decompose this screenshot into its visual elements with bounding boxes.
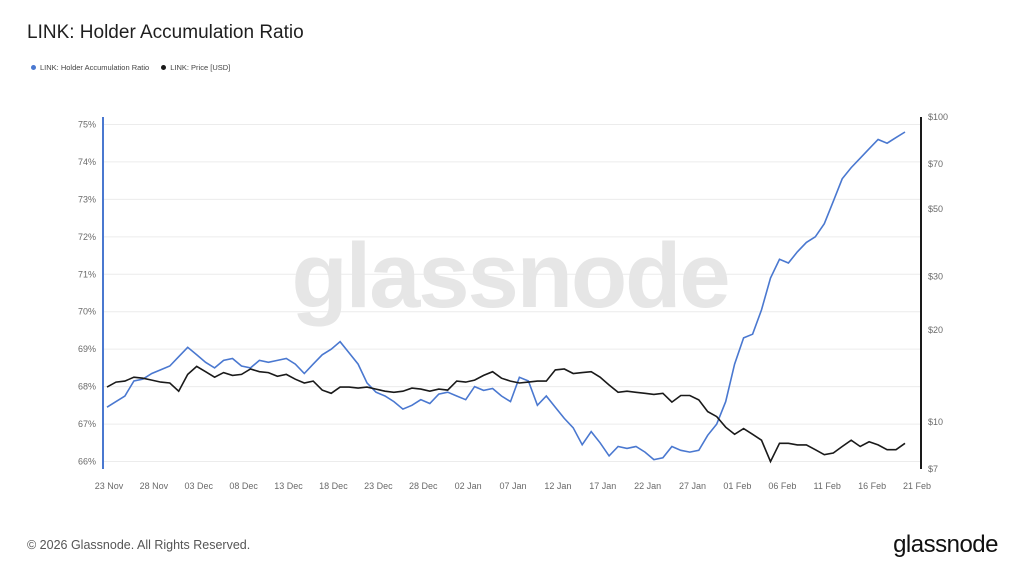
y-left-ticks: 66% 67% 68% 69% 70% 71% 72% 73% 74% 75% [78,119,96,466]
legend-item-ratio[interactable]: LINK: Holder Accumulation Ratio [31,63,149,72]
x-tick-label: 23 Dec [364,481,393,491]
x-tick-label: 27 Jan [679,481,706,491]
x-tick-label: 12 Jan [544,481,571,491]
x-tick-label: 13 Dec [274,481,303,491]
y-left-tick-label: 73% [78,194,96,204]
x-tick-label: 11 Feb [814,481,841,491]
y-right-tick-label: $70 [928,159,943,169]
y-right-tick-label: $30 [928,271,943,281]
y-right-tick-label: $100 [928,112,948,122]
y-left-tick-label: 75% [78,119,96,129]
x-tick-label: 28 Dec [409,481,438,491]
grid-lines [103,123,921,463]
watermark-text: glassnode [291,225,728,327]
y-left-tick-label: 72% [78,232,96,242]
y-left-tick-label: 74% [78,157,96,167]
y-left-tick-label: 71% [78,269,96,279]
legend: LINK: Holder Accumulation Ratio LINK: Pr… [31,63,230,72]
legend-price-dot-icon [161,65,167,70]
series-line-ratio[interactable] [106,131,906,461]
series-line-price[interactable] [106,365,906,464]
y-right-ticks: $7 $10 $20 $30 $50 $70 $100 [928,112,948,474]
y-left-tick-label: 67% [78,419,96,429]
y-left-tick-label: 66% [78,457,96,467]
x-ticks: 23 Nov 28 Nov 03 Dec 08 Dec 13 Dec 18 Dec 23 D… [95,481,931,491]
x-tick-label: 03 Dec [185,481,214,491]
x-tick-label: 07 Jan [499,481,526,491]
legend-price-label: LINK: Price [USD] [170,63,231,72]
x-tick-label: 06 Feb [768,481,796,491]
y-right-tick-label: $50 [928,204,943,214]
x-tick-label: 01 Feb [723,481,751,491]
x-tick-label: 17 Jan [589,481,616,491]
x-tick-label: 16 Feb [858,481,886,491]
y-right-tick-label: $10 [928,417,943,427]
x-tick-label: 02 Jan [455,481,482,491]
copyright-footer: © 2026 Glassnode. All Rights Reserved. [27,538,251,552]
y-left-tick-label: 69% [78,344,96,354]
x-tick-label: 22 Jan [634,481,661,491]
legend-item-price[interactable]: LINK: Price [USD] [161,63,230,72]
chart-title: LINK: Holder Accumulation Ratio [27,22,304,43]
legend-ratio-dot-icon [31,65,36,70]
legend-ratio-label: LINK: Holder Accumulation Ratio [40,63,150,72]
y-right-tick-label: $7 [928,464,938,474]
x-tick-label: 23 Nov [95,481,124,491]
y-left-tick-label: 70% [78,307,96,317]
x-tick-label: 18 Dec [319,481,348,491]
brand-logo: glassnode [893,531,998,558]
x-tick-label: 08 Dec [229,481,258,491]
y-left-tick-label: 68% [78,382,96,392]
y-right-tick-label: $20 [928,325,943,335]
x-tick-label: 28 Nov [140,481,169,491]
x-tick-label: 21 Feb [903,481,931,491]
